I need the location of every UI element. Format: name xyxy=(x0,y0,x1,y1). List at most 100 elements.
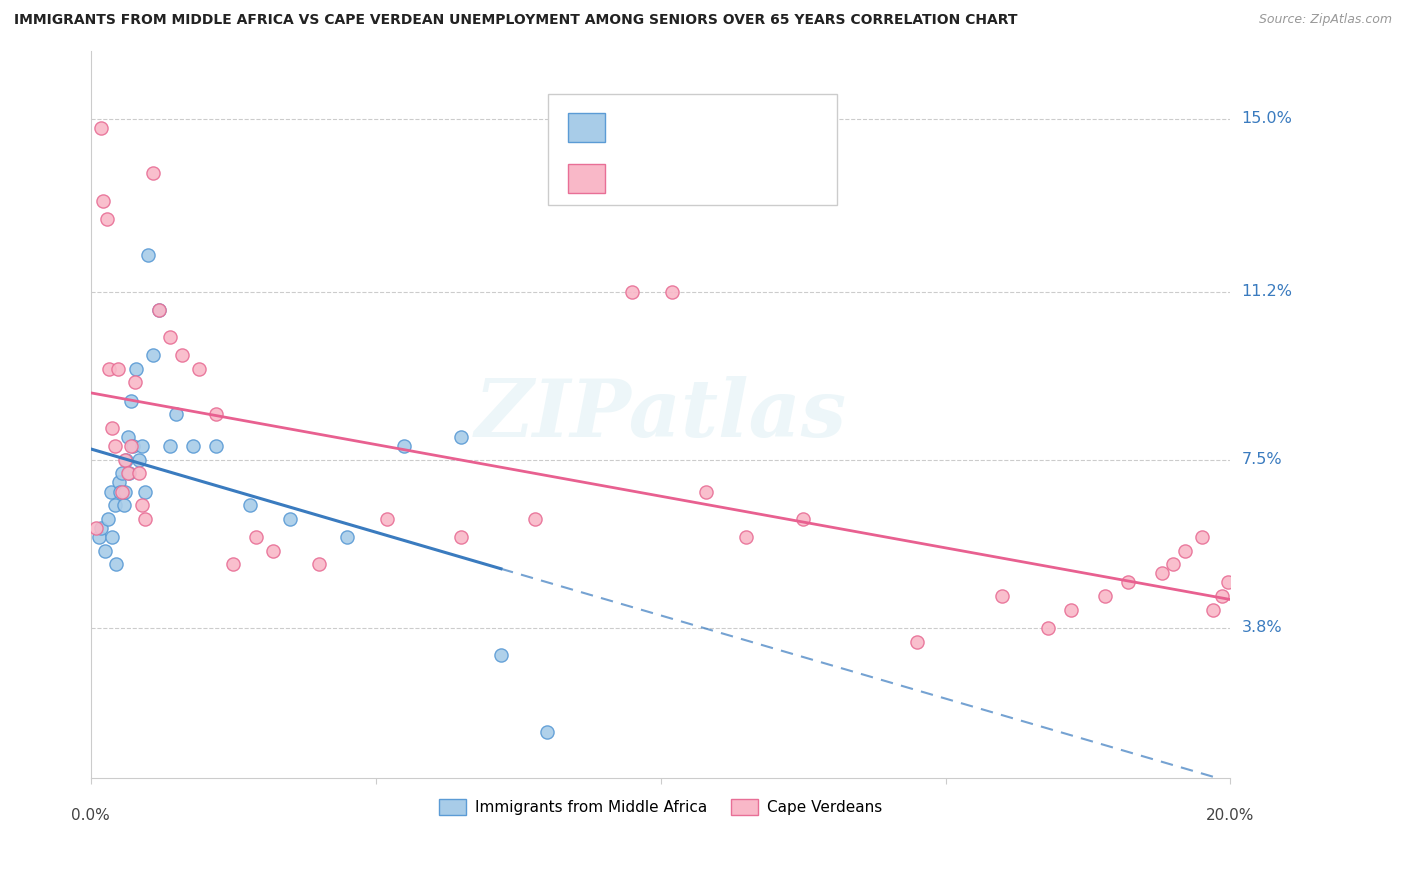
Point xyxy=(105,558,128,572)
Point xyxy=(661,285,683,299)
Point xyxy=(308,558,330,572)
Text: 20.0%: 20.0% xyxy=(1206,808,1254,823)
Point xyxy=(91,194,114,208)
Point xyxy=(1211,589,1233,603)
Point xyxy=(1174,543,1197,558)
Point xyxy=(239,498,262,512)
Point xyxy=(1202,603,1225,617)
Point xyxy=(111,484,134,499)
Text: 0.025: 0.025 xyxy=(644,171,692,186)
Text: ZIPatlas: ZIPatlas xyxy=(474,376,846,453)
Point xyxy=(114,484,136,499)
Text: IMMIGRANTS FROM MIDDLE AFRICA VS CAPE VERDEAN UNEMPLOYMENT AMONG SENIORS OVER 65: IMMIGRANTS FROM MIDDLE AFRICA VS CAPE VE… xyxy=(14,13,1018,28)
Text: 0.0%: 0.0% xyxy=(72,808,110,823)
Point xyxy=(1191,530,1213,544)
Point xyxy=(128,467,150,481)
Point xyxy=(278,512,301,526)
Point xyxy=(103,439,125,453)
Point xyxy=(1094,589,1116,603)
Point xyxy=(134,484,156,499)
Point xyxy=(108,475,131,490)
Point xyxy=(118,467,141,481)
Point xyxy=(187,362,209,376)
Point xyxy=(115,452,138,467)
Point xyxy=(1152,566,1174,581)
Point xyxy=(336,530,359,544)
Point xyxy=(107,362,129,376)
Point xyxy=(90,120,112,135)
Point xyxy=(205,439,228,453)
Point xyxy=(905,634,928,648)
Point xyxy=(97,512,120,526)
Point xyxy=(100,484,122,499)
Point xyxy=(101,530,124,544)
Text: Source: ZipAtlas.com: Source: ZipAtlas.com xyxy=(1258,13,1392,27)
Point xyxy=(131,498,153,512)
Point xyxy=(128,452,150,467)
Text: N =: N = xyxy=(699,171,733,186)
Point xyxy=(142,166,165,180)
Point xyxy=(1060,603,1083,617)
Point xyxy=(86,521,108,535)
Point xyxy=(103,498,125,512)
Text: 11.2%: 11.2% xyxy=(1241,284,1292,299)
Point xyxy=(110,484,132,499)
Point xyxy=(245,530,267,544)
Point xyxy=(450,530,472,544)
Text: R =: R = xyxy=(612,120,645,135)
Point xyxy=(489,648,512,663)
Text: 15.0%: 15.0% xyxy=(1241,112,1292,127)
Point xyxy=(117,430,139,444)
Point xyxy=(134,512,156,526)
Point xyxy=(148,302,170,317)
Point xyxy=(131,439,153,453)
Point xyxy=(181,439,204,453)
Point xyxy=(117,467,139,481)
Point xyxy=(159,439,181,453)
Point xyxy=(1163,558,1185,572)
Point xyxy=(97,362,120,376)
Point xyxy=(94,543,117,558)
Text: 0.218: 0.218 xyxy=(644,120,692,135)
Point xyxy=(170,348,193,362)
Point xyxy=(536,725,558,739)
Point xyxy=(392,439,415,453)
Point xyxy=(142,348,165,362)
Point xyxy=(124,376,146,390)
Point xyxy=(136,248,159,262)
Point xyxy=(112,498,135,512)
Point xyxy=(111,467,134,481)
Point xyxy=(125,362,148,376)
Point xyxy=(735,530,758,544)
Text: 47: 47 xyxy=(730,171,751,186)
Point xyxy=(101,421,124,435)
Point xyxy=(262,543,284,558)
Point xyxy=(991,589,1014,603)
Point xyxy=(621,285,644,299)
Point xyxy=(1036,621,1059,635)
Point xyxy=(90,521,112,535)
Point xyxy=(524,512,547,526)
Point xyxy=(120,439,142,453)
Point xyxy=(375,512,398,526)
Point xyxy=(159,330,181,344)
Text: R =: R = xyxy=(612,171,645,186)
Point xyxy=(114,452,136,467)
Text: 36: 36 xyxy=(730,120,751,135)
Point xyxy=(695,484,717,499)
Point xyxy=(89,530,111,544)
Point xyxy=(792,512,814,526)
Point xyxy=(120,393,142,408)
Text: 3.8%: 3.8% xyxy=(1241,621,1282,635)
Point xyxy=(1116,575,1139,590)
Legend: Immigrants from Middle Africa, Cape Verdeans: Immigrants from Middle Africa, Cape Verd… xyxy=(433,793,889,822)
Text: 7.5%: 7.5% xyxy=(1241,452,1282,467)
Point xyxy=(122,439,145,453)
Point xyxy=(450,430,472,444)
Point xyxy=(222,558,245,572)
Point xyxy=(96,211,118,226)
Point xyxy=(1216,575,1239,590)
Point xyxy=(205,407,228,421)
Point xyxy=(165,407,187,421)
Text: N =: N = xyxy=(699,120,733,135)
